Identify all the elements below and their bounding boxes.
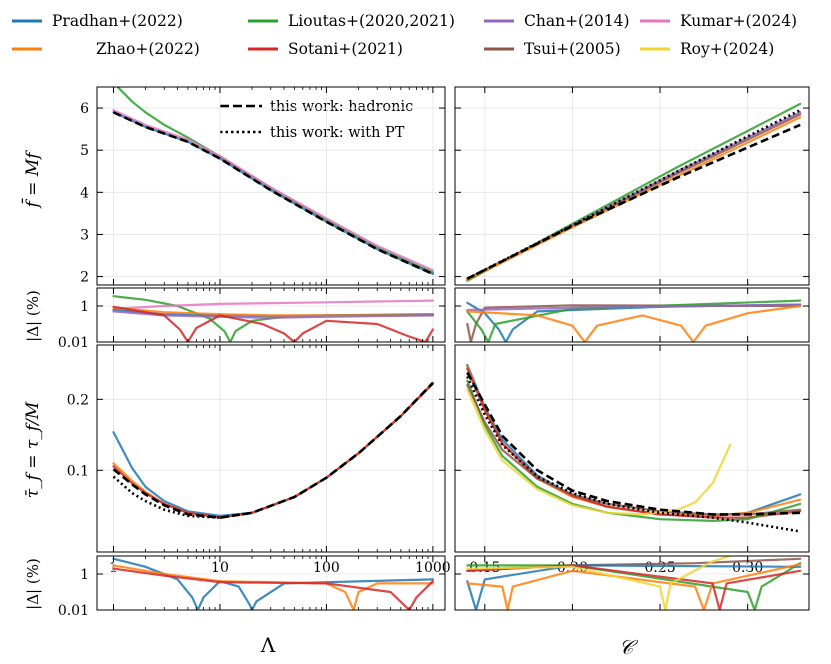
series-roy — [466, 388, 732, 516]
legend-label-kumar: Kumar+(2024) — [680, 12, 797, 30]
ytick-label: 0.2 — [67, 392, 89, 408]
legend-entry-zhao: Zhao+(2022) — [12, 40, 200, 58]
series-pradhan — [112, 381, 434, 517]
series-hadronic — [466, 371, 801, 516]
inner-legend-label-hadronic: this work: hadronic — [270, 99, 413, 115]
legend: Pradhan+(2022) Lioutas+(2020,2021) Chan+… — [12, 12, 797, 58]
series-pradhan — [466, 564, 802, 610]
ylabel-tau: τ̄_f = τ_f/M — [23, 401, 43, 498]
ylabel-f: f̄ = Mf — [20, 150, 43, 210]
legend-entry-lioutas: Lioutas+(2020,2021) — [248, 12, 455, 30]
legend-entry-sotani: Sotani+(2021) — [248, 40, 403, 58]
axes-frame — [454, 344, 810, 553]
ytick-label: 2 — [80, 270, 89, 286]
legend-label-lioutas: Lioutas+(2020,2021) — [288, 12, 455, 30]
ytick-label: 6 — [80, 101, 89, 117]
ytick-label: 0.01 — [58, 335, 89, 351]
series-tsui — [466, 383, 802, 516]
series-zhao — [112, 306, 434, 317]
xlabel-lambda: Λ — [260, 633, 276, 657]
series-zhao — [466, 304, 802, 342]
series-zhao — [466, 365, 802, 517]
legend-label-roy: Roy+(2024) — [680, 40, 774, 58]
xlabel-c: 𝒞 — [619, 635, 639, 659]
series-chan — [466, 303, 802, 312]
panel-f_vs_c — [454, 86, 810, 286]
panel-tau_vs_lambda: 0.20.11 10 100 1000 — [67, 344, 451, 576]
series-hadronic — [112, 111, 434, 276]
series-tsui — [466, 304, 802, 342]
series-sotani — [112, 567, 434, 610]
inner-legend-label-withpt: this work: with PT — [270, 125, 405, 141]
series-group — [112, 87, 434, 276]
axes-frame — [454, 555, 810, 611]
series-zhao — [466, 563, 802, 610]
series-group — [466, 299, 802, 342]
ylabel-dev-f: |Δ| (%) — [24, 290, 42, 342]
series-withpt — [112, 475, 253, 519]
series-roy — [466, 556, 732, 610]
series-sotani — [112, 382, 434, 519]
panel-taudev_vs_lambda: 10.01 — [58, 555, 446, 619]
panel-taudev_vs_c — [454, 555, 810, 611]
series-lioutas — [466, 379, 802, 522]
series-group — [112, 557, 434, 610]
legend-entry-roy: Roy+(2024) — [640, 40, 774, 58]
series-hadronic — [466, 123, 801, 280]
series-group — [466, 363, 802, 533]
panel-tau_vs_c: 0.15 0.20 0.25 0.30 — [454, 344, 810, 576]
series-zhao — [112, 564, 434, 610]
ytick-label: 0.01 — [58, 603, 89, 619]
axes-frame — [96, 344, 446, 553]
series-sotani — [466, 367, 802, 519]
ytick-label: 3 — [80, 227, 89, 243]
series-group — [466, 556, 802, 610]
ylabel-dev-tau: |Δ| (%) — [24, 558, 42, 610]
series-pradhan — [466, 363, 802, 517]
ytick-label: 5 — [80, 143, 89, 159]
series-zhao — [112, 381, 434, 519]
legend-label-tsui: Tsui+(2005) — [524, 40, 621, 58]
legend-label-sotani: Sotani+(2021) — [288, 40, 403, 58]
series-hadronic — [112, 381, 434, 519]
legend-entry-chan: Chan+(2014) — [484, 12, 630, 30]
legend-label-chan: Chan+(2014) — [524, 12, 630, 30]
ytick-label: 1 — [80, 299, 89, 315]
axes-frame — [454, 287, 810, 343]
series-group — [112, 381, 434, 519]
series-group — [112, 295, 434, 342]
series-withpt — [466, 375, 801, 533]
series-kumar — [112, 299, 434, 310]
panel-fdev_vs_c — [454, 287, 810, 343]
panel-fdev_vs_lambda: 10.01 — [58, 287, 446, 351]
series-sotani — [112, 305, 434, 342]
inner-legend: this work: hadronic this work: with PT — [220, 99, 413, 141]
ytick-label: 4 — [80, 185, 89, 201]
series-kumar — [112, 109, 434, 272]
axes-frame — [454, 86, 810, 286]
ytick-label: 1 — [80, 567, 89, 583]
ytick-label: 0.1 — [67, 463, 89, 479]
series-pradhan — [112, 557, 434, 610]
series-group — [466, 102, 802, 282]
legend-entry-pradhan: Pradhan+(2022) — [12, 12, 183, 30]
legend-entry-tsui: Tsui+(2005) — [484, 40, 621, 58]
legend-entry-kumar: Kumar+(2024) — [640, 12, 797, 30]
legend-label-pradhan: Pradhan+(2022) — [52, 12, 183, 30]
legend-label-zhao: Zhao+(2022) — [96, 40, 200, 58]
panel-f_vs_lambda: 2 3 4 5 6 — [80, 86, 446, 286]
